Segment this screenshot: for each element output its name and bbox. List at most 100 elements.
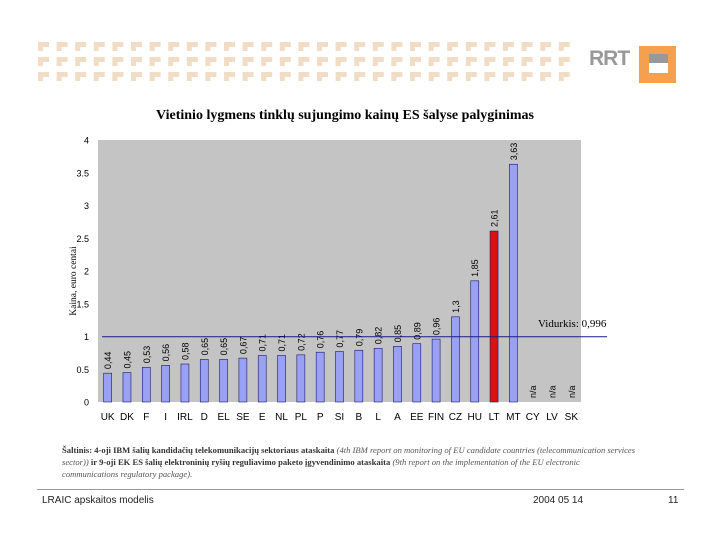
pattern-mark xyxy=(279,42,291,51)
bar-mt xyxy=(509,163,518,403)
pattern-mark xyxy=(298,42,310,51)
pattern-mark xyxy=(75,72,87,81)
pattern-mark xyxy=(131,42,142,51)
pattern-mark xyxy=(261,42,273,51)
pattern-mark xyxy=(131,72,142,81)
x-tick-label: PL xyxy=(295,412,308,423)
x-tick-label: EE xyxy=(410,412,424,423)
bar-b xyxy=(354,349,364,403)
pattern-mark xyxy=(93,57,105,66)
y-axis-title: Kaina, euro centai xyxy=(69,246,79,316)
bar-value-label: n/a xyxy=(567,385,577,398)
pattern-mark xyxy=(558,72,570,81)
source-italic-2: (9th report on the implementation of the… xyxy=(62,457,580,479)
pattern-mark xyxy=(112,57,124,66)
x-tick-label: SI xyxy=(335,412,344,423)
x-tick-label: LV xyxy=(546,412,558,423)
pattern-mark xyxy=(335,57,347,66)
x-tick-label: SE xyxy=(236,412,250,423)
bar-e xyxy=(257,355,267,403)
bar-cz xyxy=(451,316,460,403)
pattern-mark xyxy=(56,72,68,81)
pattern-mark xyxy=(261,57,273,66)
bar-value-label: 0,44 xyxy=(103,352,113,370)
pattern-mark xyxy=(317,42,328,51)
source-italic-1: (4th IBM report on monitoring of EU cand… xyxy=(62,445,636,467)
pattern-mark xyxy=(317,72,328,81)
bar-value-label: 0,72 xyxy=(296,333,306,351)
x-tick-label: NL xyxy=(275,412,288,423)
pattern-mark xyxy=(186,57,198,66)
bar-value-label: 0,76 xyxy=(316,331,326,349)
bar-p xyxy=(315,351,325,403)
pattern-mark xyxy=(242,57,254,66)
bar-value-label: 0,58 xyxy=(180,342,190,360)
pattern-mark xyxy=(521,57,533,66)
pattern-mark xyxy=(410,72,421,81)
pattern-mark xyxy=(186,72,198,81)
pattern-mark xyxy=(428,42,440,51)
footer-title: LRAIC apskaitos modelis xyxy=(42,495,154,506)
pattern-mark xyxy=(354,57,366,66)
bar-el xyxy=(219,359,228,403)
average-label: Vidurkis: 0,996 xyxy=(538,318,607,330)
pattern-mark xyxy=(38,42,49,51)
pattern-mark xyxy=(484,57,496,66)
pattern-mark xyxy=(224,57,235,66)
x-tick-label: F xyxy=(143,412,149,423)
pattern-mark xyxy=(372,72,384,81)
x-tick-label: UK xyxy=(101,412,115,423)
bar-value-label: 0,89 xyxy=(412,322,422,340)
x-tick-label: D xyxy=(201,412,208,423)
bar-a xyxy=(393,346,402,403)
pattern-mark xyxy=(149,42,161,51)
x-tick-label: P xyxy=(317,412,324,423)
pattern-mark xyxy=(75,57,87,66)
pattern-mark xyxy=(372,57,384,66)
bar-value-label: 0,56 xyxy=(161,344,171,362)
pattern-mark xyxy=(38,57,49,66)
bar-lt xyxy=(489,230,499,403)
pattern-mark xyxy=(149,72,161,81)
bar-se xyxy=(238,357,248,403)
bar-value-label: 0,71 xyxy=(277,334,287,352)
pattern-mark xyxy=(558,42,570,51)
pattern-mark xyxy=(93,42,105,51)
bar-nl xyxy=(277,355,286,403)
pattern-mark xyxy=(112,72,124,81)
pattern-mark xyxy=(521,72,533,81)
x-tick-label: LT xyxy=(489,412,500,423)
pattern-mark xyxy=(503,72,514,81)
y-tick-label: 2.5 xyxy=(76,234,89,244)
x-tick-label: IRL xyxy=(177,412,193,423)
pattern-mark xyxy=(186,42,198,51)
bar-value-label: 0,65 xyxy=(200,338,210,356)
bar-fin xyxy=(431,338,441,403)
bar-hu xyxy=(470,280,480,403)
pattern-mark xyxy=(391,42,403,51)
pattern-mark xyxy=(410,57,421,66)
bar-d xyxy=(199,359,209,403)
pattern-mark xyxy=(205,57,217,66)
source-note: Šaltinis: 4-oji IBM šalių kandidačių tel… xyxy=(62,444,637,480)
y-tick-label: 0 xyxy=(84,398,89,408)
bar-uk xyxy=(103,372,112,403)
pattern-mark xyxy=(484,42,496,51)
x-tick-label: MT xyxy=(506,412,520,423)
bar-chart: 0 0.5 1 1.5 2 2.5 3 3.5 4 0,44 0,45 0,53 0,56 0,58 0,… xyxy=(69,136,607,423)
rrt-logo: RRT xyxy=(589,46,676,83)
pattern-mark xyxy=(242,42,254,51)
footer-date: 2004 05 14 xyxy=(533,495,584,506)
y-tick-label: 1 xyxy=(84,332,89,342)
y-tick-label: 1.5 xyxy=(76,299,89,309)
pattern-mark xyxy=(168,72,180,81)
pattern-mark xyxy=(465,57,477,66)
bar-value-label: 3,63 xyxy=(509,143,519,161)
logo-square-gray xyxy=(649,54,668,63)
pattern-mark xyxy=(168,57,180,66)
pattern-mark xyxy=(93,72,105,81)
bar-value-label: 0,45 xyxy=(122,351,132,369)
bar-value-label: 0,67 xyxy=(238,337,248,355)
pattern-mark xyxy=(279,57,291,66)
x-tick-label: FIN xyxy=(428,412,444,423)
